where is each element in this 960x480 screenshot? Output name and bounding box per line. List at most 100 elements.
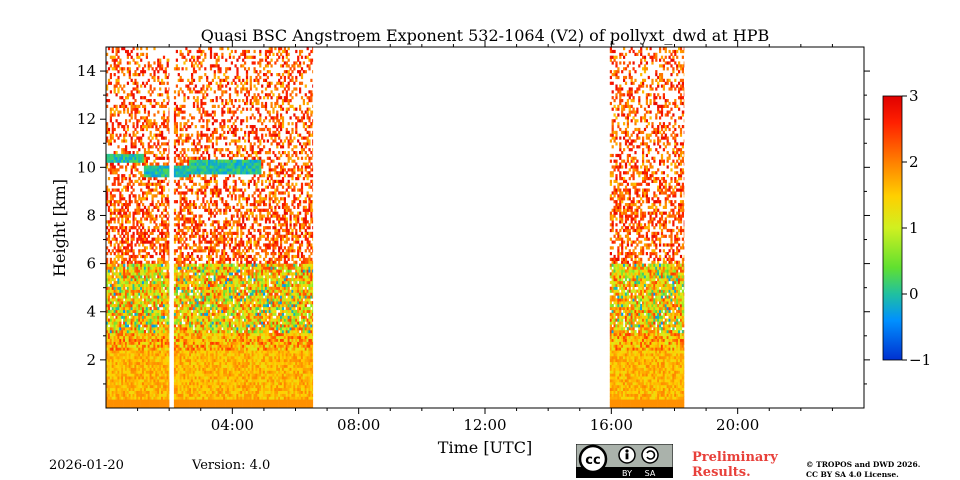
- heatmap-cell: [134, 341, 137, 345]
- heatmap-cell: [202, 338, 205, 342]
- heatmap-cell: [213, 373, 216, 377]
- heatmap-cell: [109, 358, 112, 363]
- heatmap-cell: [157, 292, 160, 296]
- heatmap-cell: [121, 47, 124, 51]
- heatmap-cell: [192, 402, 196, 406]
- heatmap-cell: [106, 220, 109, 224]
- heatmap-cell: [221, 249, 224, 253]
- heatmap-cell: [145, 197, 148, 201]
- heatmap-cell: [217, 393, 220, 397]
- heatmap-cell: [162, 367, 166, 371]
- heatmap-cell: [117, 295, 120, 299]
- heatmap-cell: [142, 341, 145, 345]
- heatmap-cell: [117, 159, 120, 163]
- heatmap-cell: [161, 335, 164, 339]
- heatmap-cell: [147, 312, 150, 316]
- heatmap-cell: [132, 269, 135, 273]
- heatmap-cell: [123, 327, 126, 331]
- heatmap-cell: [132, 107, 135, 111]
- heatmap-cell: [173, 327, 177, 331]
- heatmap-cell: [200, 379, 203, 383]
- heatmap-cell: [126, 384, 129, 389]
- heatmap-cell: [153, 321, 156, 325]
- heatmap-cell: [142, 223, 145, 227]
- heatmap-cell: [113, 217, 116, 221]
- heatmap-cell: [130, 367, 133, 371]
- heatmap-cell: [153, 335, 156, 339]
- heatmap-cell: [173, 298, 177, 302]
- heatmap-cell: [159, 286, 162, 290]
- heatmap-cell: [181, 55, 184, 59]
- heatmap-cell: [198, 55, 201, 59]
- heatmap-cell: [209, 332, 213, 337]
- heatmap-cell: [113, 272, 116, 276]
- heatmap-cell: [153, 338, 156, 342]
- heatmap-cell: [211, 390, 214, 394]
- heatmap-cell: [219, 266, 222, 270]
- heatmap-cell: [161, 174, 164, 178]
- heatmap-cell: [177, 309, 180, 313]
- heatmap-cell: [107, 237, 111, 241]
- heatmap-cell: [119, 353, 122, 357]
- heatmap-cell: [168, 254, 170, 259]
- heatmap-cell: [111, 364, 114, 368]
- heatmap-cell: [208, 252, 211, 256]
- heatmap-cell: [198, 330, 201, 334]
- heatmap-cell: [183, 402, 186, 406]
- heatmap-cell: [213, 321, 216, 325]
- heatmap-cell: [159, 93, 162, 97]
- heatmap-cell: [119, 387, 122, 391]
- heatmap-cell: [109, 350, 112, 354]
- heatmap-cell: [166, 153, 169, 158]
- heatmap-cell: [136, 278, 139, 282]
- heatmap-cell: [208, 211, 211, 215]
- heatmap-cell: [119, 344, 122, 348]
- heatmap-cell: [175, 263, 178, 267]
- heatmap-cell: [113, 405, 116, 408]
- heatmap-cell: [200, 338, 203, 342]
- heatmap-cell: [151, 228, 154, 233]
- heatmap-cell: [111, 197, 114, 201]
- heatmap-cell: [168, 231, 170, 235]
- heatmap-cell: [159, 361, 162, 365]
- heatmap-cell: [143, 356, 147, 360]
- heatmap-cell: [164, 70, 167, 74]
- heatmap-cell: [192, 335, 196, 339]
- heatmap-cell: [166, 289, 169, 293]
- heatmap-cell: [208, 269, 211, 273]
- heatmap-cell: [140, 96, 143, 100]
- heatmap-cell: [111, 171, 114, 175]
- heatmap-cell: [149, 263, 152, 267]
- heatmap-cell: [175, 275, 178, 279]
- heatmap-cell: [202, 185, 205, 189]
- heatmap-cell: [153, 347, 156, 351]
- heatmap-cell: [206, 393, 209, 397]
- heatmap-cell: [143, 390, 147, 394]
- heatmap-cell: [208, 301, 211, 305]
- heatmap-cell: [211, 405, 214, 408]
- heatmap-cell: [159, 257, 162, 261]
- heatmap-cell: [119, 382, 122, 386]
- heatmap-cell: [191, 165, 194, 169]
- heatmap-cell: [159, 275, 162, 279]
- heatmap-cell: [208, 168, 211, 172]
- heatmap-cell: [175, 402, 178, 406]
- heatmap-cell: [155, 125, 158, 129]
- heatmap-cell: [206, 168, 209, 172]
- heatmap-cell: [123, 330, 126, 334]
- heatmap-cell: [217, 330, 220, 334]
- heatmap-cell: [159, 373, 162, 377]
- heatmap-cell: [179, 318, 182, 322]
- heatmap-cell: [142, 387, 145, 391]
- heatmap-cell: [192, 171, 196, 175]
- heatmap-cell: [191, 327, 194, 331]
- heatmap-cell: [183, 289, 186, 293]
- heatmap-cell: [151, 280, 154, 285]
- heatmap-cell: [198, 174, 201, 178]
- heatmap-cell: [204, 384, 207, 389]
- heatmap-cell: [138, 153, 141, 158]
- heatmap-cell: [149, 399, 152, 403]
- heatmap-cell: [177, 153, 180, 158]
- heatmap-cell: [217, 376, 220, 380]
- heatmap-cell: [213, 188, 216, 192]
